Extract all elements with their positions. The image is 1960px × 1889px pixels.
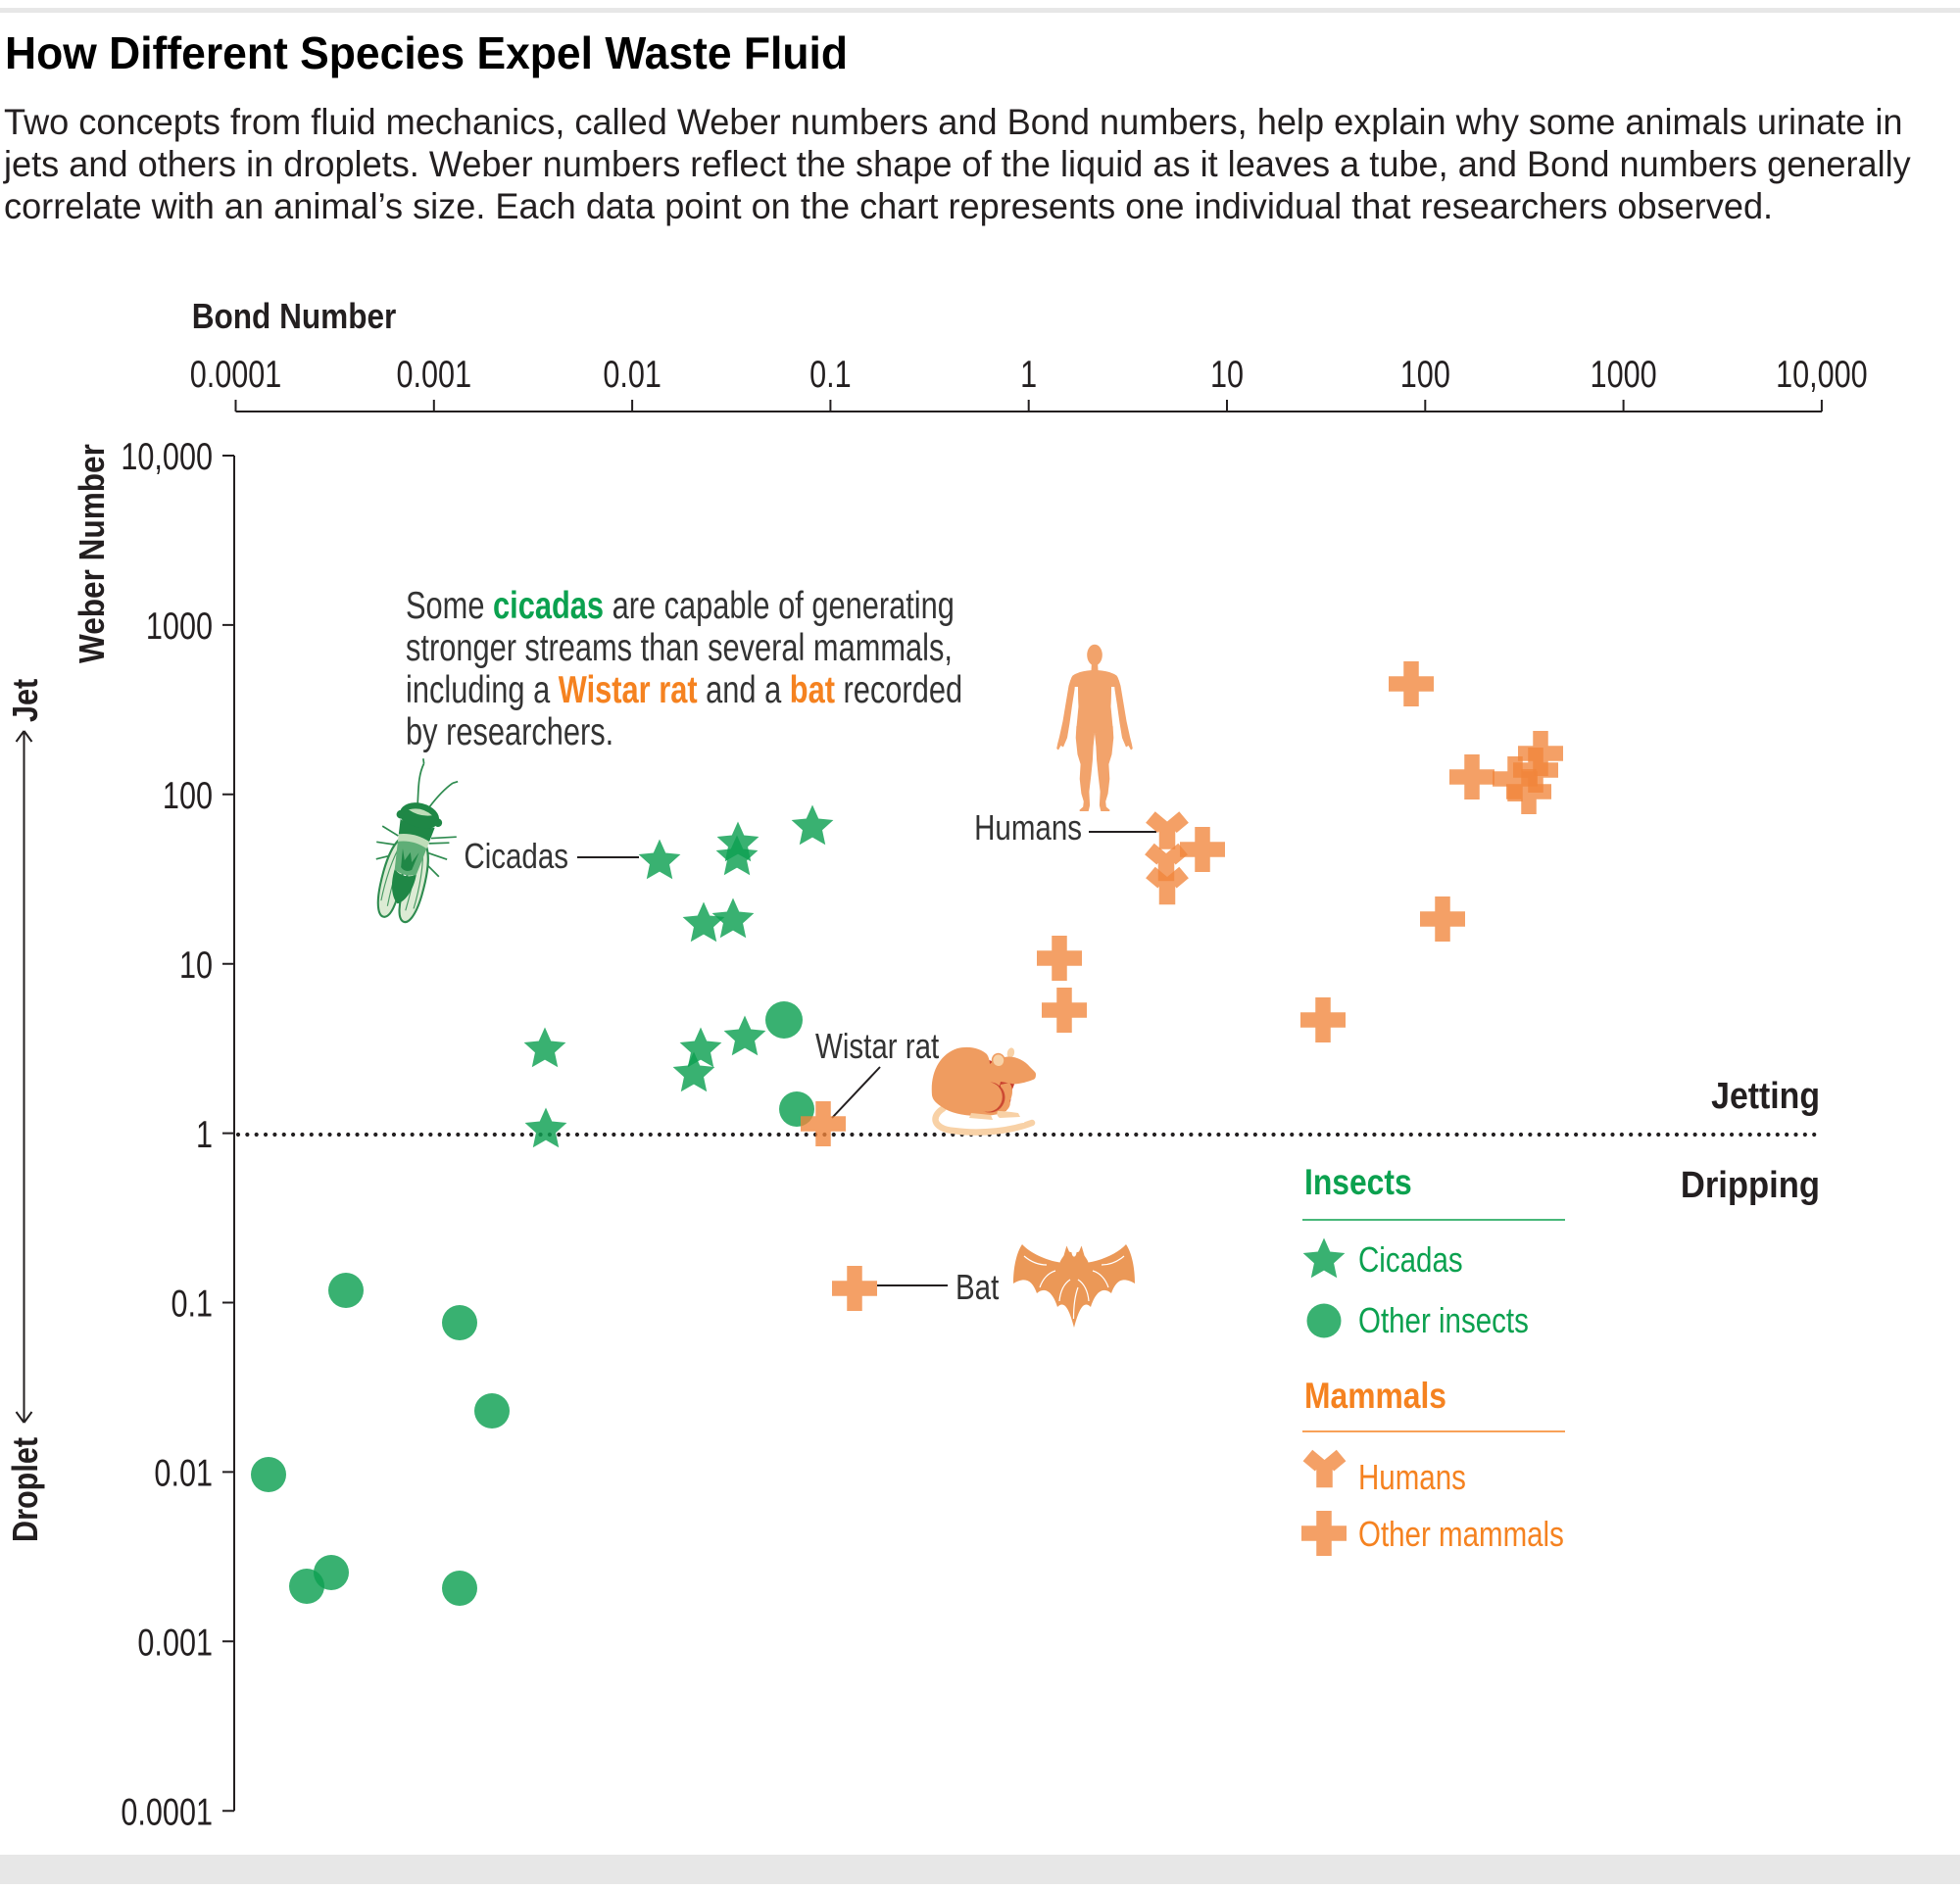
- svg-text:0.001: 0.001: [137, 1622, 213, 1664]
- svg-text:10: 10: [179, 944, 213, 986]
- svg-text:0.1: 0.1: [809, 354, 852, 396]
- svg-text:Two concepts from fluid mechan: Two concepts from fluid mechanics, calle…: [4, 102, 1903, 142]
- svg-text:10,000: 10,000: [121, 436, 213, 478]
- svg-text:by researchers.: by researchers.: [406, 711, 613, 753]
- svg-text:Wistar rat: Wistar rat: [815, 1026, 939, 1065]
- svg-text:How Different Species Expel Wa: How Different Species Expel Waste Fluid: [5, 27, 848, 78]
- svg-text:100: 100: [1400, 354, 1450, 396]
- svg-text:Other mammals: Other mammals: [1358, 1514, 1564, 1553]
- svg-text:Humans: Humans: [1358, 1457, 1466, 1496]
- svg-text:100: 100: [163, 775, 213, 817]
- svg-text:1000: 1000: [146, 605, 213, 648]
- svg-text:Droplet: Droplet: [7, 1437, 46, 1542]
- svg-text:Humans: Humans: [974, 807, 1082, 847]
- svg-text:1: 1: [196, 1113, 213, 1155]
- svg-text:1: 1: [1020, 354, 1037, 396]
- svg-text:0.0001: 0.0001: [190, 354, 282, 396]
- svg-text:Insects: Insects: [1304, 1163, 1412, 1203]
- svg-text:including a Wistar rat and a b: including a Wistar rat and a bat recorde…: [406, 669, 962, 711]
- svg-text:10,000: 10,000: [1776, 354, 1868, 396]
- svg-text:jets and others in droplets. W: jets and others in droplets. Weber numbe…: [3, 144, 1911, 184]
- svg-text:Some cicadas are capable of ge: Some cicadas are capable of generating: [406, 585, 955, 627]
- svg-text:1000: 1000: [1591, 354, 1657, 396]
- svg-text:Jetting: Jetting: [1711, 1074, 1820, 1116]
- svg-text:Dripping: Dripping: [1681, 1163, 1820, 1205]
- svg-text:0.001: 0.001: [397, 354, 472, 396]
- svg-text:0.01: 0.01: [154, 1452, 213, 1494]
- svg-text:stronger streams than several: stronger streams than several mammals,: [406, 627, 953, 669]
- svg-text:Mammals: Mammals: [1304, 1377, 1446, 1417]
- svg-text:10: 10: [1210, 354, 1244, 396]
- svg-text:Bat: Bat: [956, 1267, 999, 1306]
- svg-text:Jet: Jet: [7, 679, 46, 722]
- svg-text:Weber Number: Weber Number: [73, 444, 112, 663]
- svg-text:Cicadas: Cicadas: [464, 836, 568, 875]
- svg-text:Cicadas: Cicadas: [1358, 1239, 1463, 1279]
- svg-text:0.1: 0.1: [171, 1283, 213, 1325]
- svg-text:correlate with an animal’s siz: correlate with an animal’s size. Each da…: [4, 186, 1773, 226]
- svg-text:0.0001: 0.0001: [121, 1791, 213, 1833]
- svg-text:Other insects: Other insects: [1358, 1300, 1529, 1339]
- svg-text:Bond Number: Bond Number: [192, 297, 397, 336]
- svg-text:0.01: 0.01: [603, 354, 662, 396]
